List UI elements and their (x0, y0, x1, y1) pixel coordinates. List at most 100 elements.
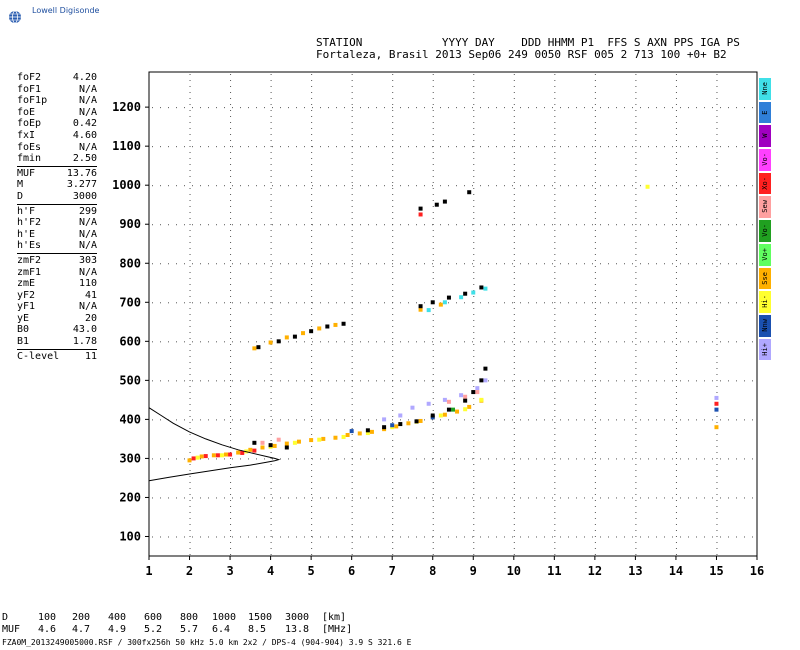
grid-dot (189, 146, 191, 147)
grid-dot (544, 341, 545, 343)
grid-dot (594, 464, 596, 465)
data-point (284, 445, 289, 450)
grid-dot (554, 110, 556, 111)
grid-dot (440, 458, 441, 460)
param-value: 2.50 (72, 153, 97, 165)
grid-dot (320, 458, 321, 460)
grid-dot (230, 176, 232, 177)
grid-dot (448, 497, 449, 499)
grid-dot (552, 224, 553, 226)
grid-dot (351, 386, 353, 387)
grid-dot (230, 368, 232, 369)
grid-dot (351, 470, 353, 471)
grid-dot (270, 332, 272, 333)
grid-dot (189, 188, 191, 189)
grid-dot (230, 458, 232, 459)
grid-dot (351, 218, 353, 219)
grid-dot (311, 314, 313, 315)
grid-dot (311, 194, 313, 195)
grid-dot (392, 434, 394, 435)
grid-dot (304, 185, 305, 187)
grid-dot (576, 497, 577, 499)
grid-dot (536, 536, 537, 538)
param-row: MUF 13.76 (17, 168, 97, 180)
grid-dot (716, 272, 718, 273)
grid-dot (351, 140, 353, 141)
grid-dot (675, 452, 677, 453)
grid-dot (208, 107, 209, 109)
data-point (260, 445, 265, 450)
grid-dot (240, 419, 241, 421)
grid-dot (160, 107, 161, 109)
grid-dot (416, 146, 417, 148)
legend-item: Nne (759, 78, 771, 100)
grid-dot (576, 146, 577, 148)
grid-dot (675, 206, 677, 207)
grid-dot (432, 476, 434, 477)
grid-dot (230, 362, 232, 363)
grid-dot (594, 116, 596, 117)
param-name: foE (17, 106, 36, 118)
param-value: 299 (78, 205, 97, 217)
grid-dot (594, 170, 596, 171)
grid-dot (594, 344, 596, 345)
grid-dot (392, 518, 394, 519)
grid-dot (473, 206, 475, 207)
grid-dot (584, 185, 585, 187)
legend-item: Xo- (759, 172, 771, 195)
grid-dot (448, 107, 449, 109)
grid-dot (311, 476, 313, 477)
grid-dot (616, 380, 617, 382)
grid-dot (311, 254, 313, 255)
grid-dot (240, 185, 241, 187)
grid-dot (256, 185, 257, 187)
grid-dot (328, 419, 329, 421)
grid-dot (473, 86, 475, 87)
param-row: M 3.277 (17, 179, 97, 191)
grid-dot (473, 242, 475, 243)
grid-dot (270, 134, 272, 135)
grid-dot (384, 263, 385, 265)
grid-dot (424, 536, 425, 538)
grid-dot (311, 290, 313, 291)
grid-dot (513, 542, 515, 543)
grid-dot (592, 302, 593, 304)
grid-dot (408, 107, 409, 109)
grid-dot (594, 230, 596, 231)
grid-dot (296, 224, 297, 226)
grid-dot (464, 302, 465, 304)
x-tick-label: 2 (186, 564, 193, 578)
grid-dot (560, 107, 561, 109)
grid-dot (552, 497, 553, 499)
grid-dot (230, 122, 232, 123)
grid-dot (513, 452, 515, 453)
grid-dot (270, 542, 272, 543)
grid-dot (230, 128, 232, 129)
grid-dot (432, 158, 434, 159)
grid-dot (432, 338, 434, 339)
grid-dot (208, 419, 209, 421)
grid-dot (675, 482, 677, 483)
grid-dot (675, 326, 677, 327)
grid-dot (152, 146, 153, 148)
grid-dot (336, 419, 337, 421)
grid-dot (230, 530, 232, 531)
grid-dot (672, 263, 673, 265)
grid-dot (473, 200, 475, 201)
grid-dot (240, 107, 241, 109)
grid-dot (473, 188, 475, 189)
grid-dot (480, 458, 481, 460)
grid-dot (712, 419, 713, 421)
grid-dot (473, 92, 475, 93)
data-point (333, 322, 338, 327)
grid-dot (675, 398, 677, 399)
grid-dot (408, 380, 409, 382)
grid-dot (336, 380, 337, 382)
grid-dot (296, 419, 297, 421)
grid-dot (311, 302, 313, 303)
grid-dot (384, 380, 385, 382)
grid-dot (640, 341, 641, 343)
grid-dot (351, 500, 353, 501)
y-tick-label: 1000 (112, 178, 141, 192)
grid-dot (189, 110, 191, 111)
